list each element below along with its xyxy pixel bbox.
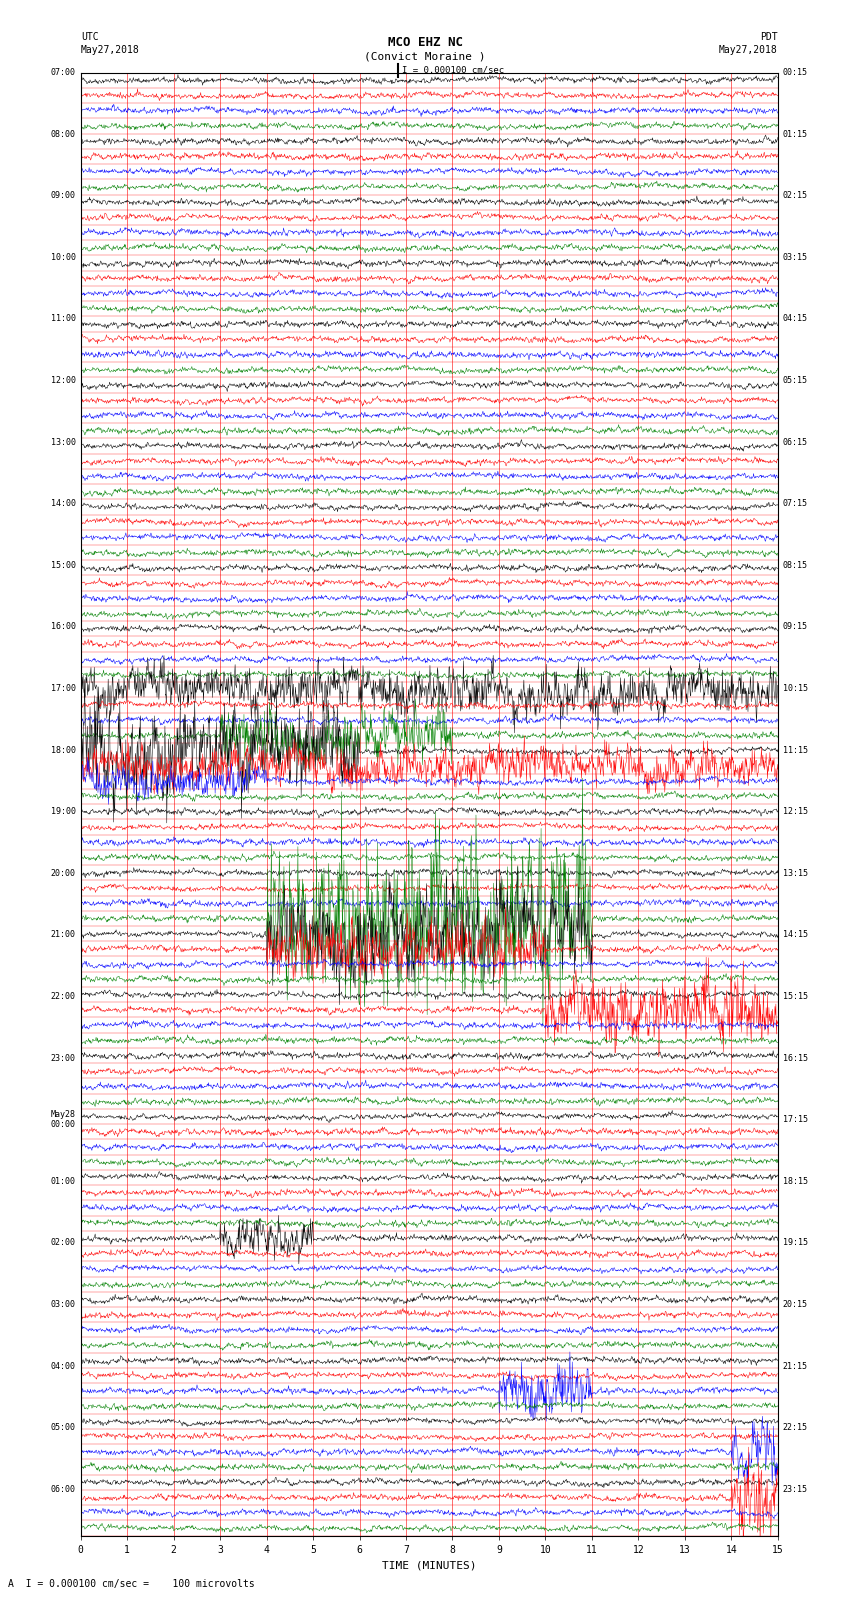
Text: 17:00: 17:00 <box>51 684 76 694</box>
Text: 14:15: 14:15 <box>783 931 808 939</box>
Text: 06:15: 06:15 <box>783 437 808 447</box>
Text: 19:15: 19:15 <box>783 1239 808 1247</box>
Text: 16:15: 16:15 <box>783 1053 808 1063</box>
Text: May28
00:00: May28 00:00 <box>51 1110 76 1129</box>
Text: 15:15: 15:15 <box>783 992 808 1002</box>
Text: 11:00: 11:00 <box>51 315 76 324</box>
Text: A  I = 0.000100 cm/sec =    100 microvolts: A I = 0.000100 cm/sec = 100 microvolts <box>8 1579 255 1589</box>
Text: 07:00: 07:00 <box>51 68 76 77</box>
Text: 01:15: 01:15 <box>783 129 808 139</box>
Text: 02:15: 02:15 <box>783 192 808 200</box>
Text: 12:00: 12:00 <box>51 376 76 386</box>
Text: 04:00: 04:00 <box>51 1361 76 1371</box>
Text: 22:15: 22:15 <box>783 1423 808 1432</box>
Text: 23:00: 23:00 <box>51 1053 76 1063</box>
Text: 13:00: 13:00 <box>51 437 76 447</box>
Text: 21:00: 21:00 <box>51 931 76 939</box>
Text: 09:15: 09:15 <box>783 623 808 631</box>
Text: 06:00: 06:00 <box>51 1486 76 1494</box>
Text: 22:00: 22:00 <box>51 992 76 1002</box>
Text: 23:15: 23:15 <box>783 1486 808 1494</box>
Text: (Convict Moraine ): (Convict Moraine ) <box>365 52 485 61</box>
Text: 01:00: 01:00 <box>51 1177 76 1186</box>
X-axis label: TIME (MINUTES): TIME (MINUTES) <box>382 1560 477 1569</box>
Text: 13:15: 13:15 <box>783 869 808 877</box>
Text: May27,2018: May27,2018 <box>81 45 139 55</box>
Text: I = 0.000100 cm/sec: I = 0.000100 cm/sec <box>402 66 504 74</box>
Text: 12:15: 12:15 <box>783 806 808 816</box>
Text: 11:15: 11:15 <box>783 745 808 755</box>
Text: 16:00: 16:00 <box>51 623 76 631</box>
Text: 02:00: 02:00 <box>51 1239 76 1247</box>
Text: 05:15: 05:15 <box>783 376 808 386</box>
Text: 08:15: 08:15 <box>783 561 808 569</box>
Text: 21:15: 21:15 <box>783 1361 808 1371</box>
Text: MCO EHZ NC: MCO EHZ NC <box>388 35 462 50</box>
Text: 15:00: 15:00 <box>51 561 76 569</box>
Text: 08:00: 08:00 <box>51 129 76 139</box>
Text: PDT: PDT <box>760 32 778 42</box>
Text: 18:00: 18:00 <box>51 745 76 755</box>
Text: 05:00: 05:00 <box>51 1423 76 1432</box>
Text: 04:15: 04:15 <box>783 315 808 324</box>
Text: 17:15: 17:15 <box>783 1115 808 1124</box>
Text: 14:00: 14:00 <box>51 500 76 508</box>
Text: 20:15: 20:15 <box>783 1300 808 1310</box>
Text: 10:00: 10:00 <box>51 253 76 261</box>
Text: 03:00: 03:00 <box>51 1300 76 1310</box>
Text: May27,2018: May27,2018 <box>719 45 778 55</box>
Text: 18:15: 18:15 <box>783 1177 808 1186</box>
Text: 07:15: 07:15 <box>783 500 808 508</box>
Text: 09:00: 09:00 <box>51 192 76 200</box>
Text: UTC: UTC <box>81 32 99 42</box>
Text: 03:15: 03:15 <box>783 253 808 261</box>
Text: 00:15: 00:15 <box>783 68 808 77</box>
Text: 19:00: 19:00 <box>51 806 76 816</box>
Text: 10:15: 10:15 <box>783 684 808 694</box>
Text: 20:00: 20:00 <box>51 869 76 877</box>
